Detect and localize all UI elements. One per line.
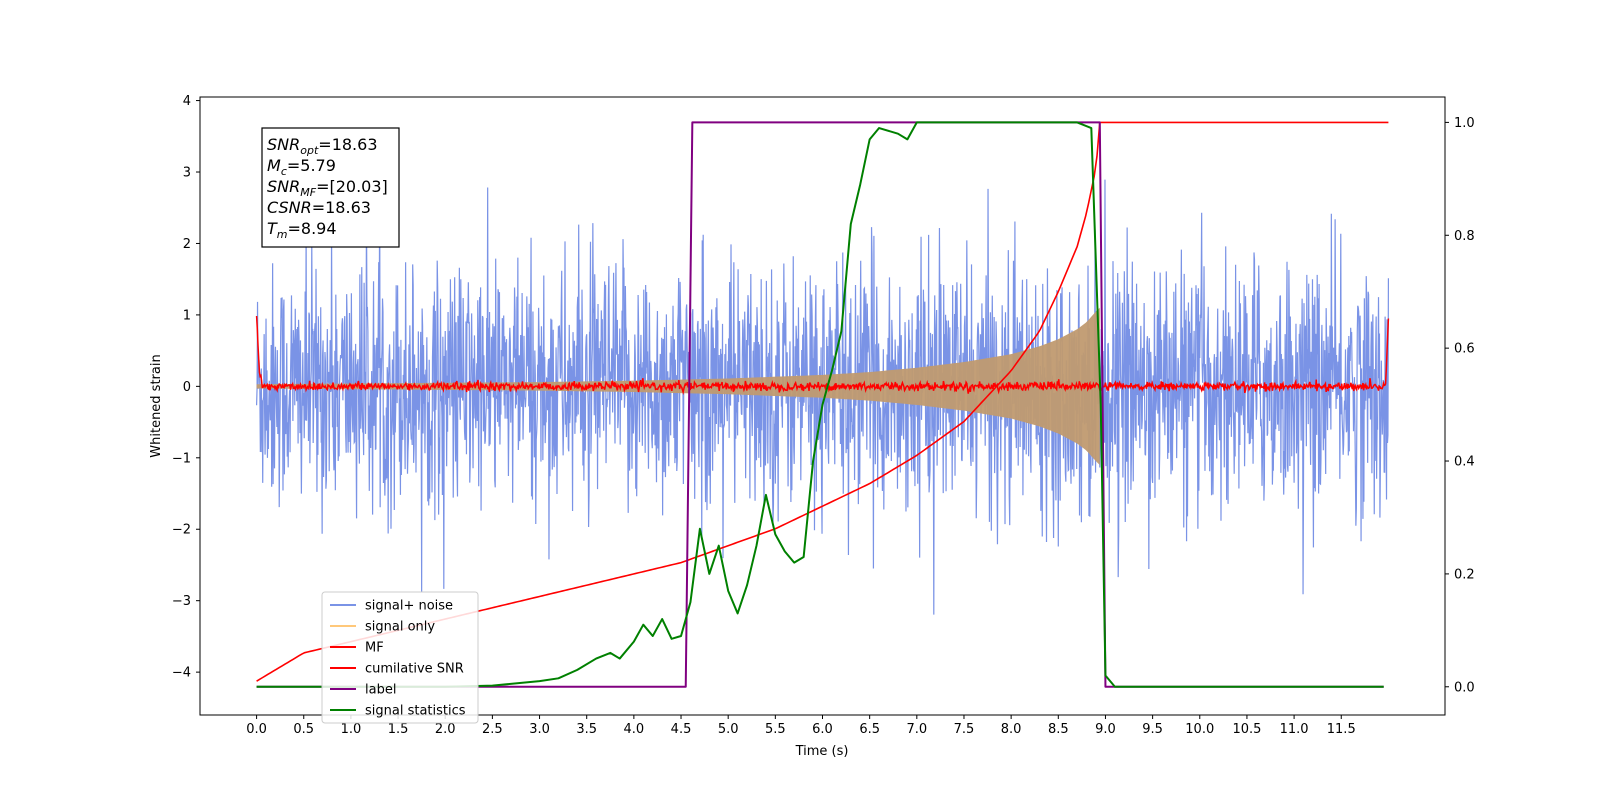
x-tick-label: 3.5 (576, 722, 597, 737)
x-tick-label: 10.0 (1185, 722, 1214, 737)
legend-label: signal statistics (365, 704, 466, 719)
x-tick-label: 0.5 (293, 722, 314, 737)
x-tick-label: 9.0 (1095, 722, 1116, 737)
y-axis-right: 1.0 0.8 0.6 0.4 0.2 0.0 (1445, 116, 1475, 695)
y-tick-label: −3 (172, 594, 191, 609)
x-tick-label: 11.5 (1327, 722, 1356, 737)
y-axis-title: Whitened strain (149, 354, 164, 457)
x-tick-label: 3.0 (529, 722, 550, 737)
x-tick-label: 2.0 (435, 722, 456, 737)
y-tick-label: −1 (172, 451, 191, 466)
x-tick-label: 6.5 (859, 722, 880, 737)
legend-label: label (365, 683, 396, 698)
y-tick-label: 0 (183, 380, 191, 395)
x-tick-label: 5.0 (718, 722, 739, 737)
y2-tick-label: 0.2 (1454, 567, 1475, 582)
info-box-frame (261, 127, 400, 248)
x-tick-label: 9.5 (1142, 722, 1163, 737)
legend-label: cumilative SNR (365, 662, 464, 677)
x-tick-label: 0.0 (246, 722, 267, 737)
x-tick-label: 6.0 (812, 722, 833, 737)
y-tick-label: 4 (183, 94, 191, 109)
y-tick-label: 2 (183, 237, 191, 252)
info-line: CSNR=18.63 (267, 198, 371, 217)
series-mf (255, 315, 1390, 396)
x-tick-label: 11.0 (1280, 722, 1309, 737)
y2-tick-label: 0.0 (1454, 680, 1475, 695)
y-axis-left: 4 3 2 1 0 −1 −2 −3 −4 (172, 94, 200, 681)
y-tick-label: −2 (172, 523, 191, 538)
y-tick-label: −4 (172, 666, 191, 681)
legend-frame (321, 591, 479, 724)
x-tick-label: 8.0 (1001, 722, 1022, 737)
series-signal-statistics (256, 121, 1384, 688)
y2-tick-label: 1.0 (1454, 116, 1475, 131)
legend-label: signal only (365, 620, 435, 635)
y2-tick-label: 0.6 (1454, 342, 1475, 357)
x-tick-label: 7.5 (954, 722, 975, 737)
x-tick-label: 8.5 (1048, 722, 1069, 737)
info-line: SNRopt=18.63 (267, 135, 378, 157)
x-tick-label: 10.5 (1232, 722, 1261, 737)
x-axis: 0.0 0.5 1.0 1.5 2.0 2.5 3.0 3.5 4.0 4.5 5.0 5.5 6.0 6… (246, 715, 1356, 737)
info-line: Tm=8.94 (267, 219, 337, 241)
parameter-info-box: SNRopt=18.63Mc=5.79SNRMF=[20.03]CSNR=18.… (261, 127, 400, 248)
series-signal-only (256, 307, 1100, 465)
legend-label: signal+ noise (365, 599, 453, 614)
x-tick-label: 2.5 (482, 722, 503, 737)
legend: signal+ noise signal only MF cumilative SNR… (321, 591, 479, 724)
series-signal-plus-noise (255, 155, 1390, 615)
x-tick-label: 4.0 (624, 722, 645, 737)
info-line: Mc=5.79 (267, 156, 336, 178)
x-tick-label: 1.5 (388, 722, 409, 737)
x-tick-label: 1.0 (341, 722, 362, 737)
x-tick-label: 7.0 (906, 722, 927, 737)
y2-tick-label: 0.8 (1454, 229, 1475, 244)
y-tick-label: 1 (183, 308, 191, 323)
legend-label: MF (365, 641, 384, 656)
y2-tick-label: 0.4 (1454, 455, 1475, 470)
info-line: SNRMF=[20.03] (267, 177, 388, 199)
x-axis-title: Time (s) (795, 744, 849, 759)
x-tick-label: 5.5 (765, 722, 786, 737)
y-tick-label: 3 (183, 166, 191, 181)
x-tick-label: 4.5 (671, 722, 692, 737)
